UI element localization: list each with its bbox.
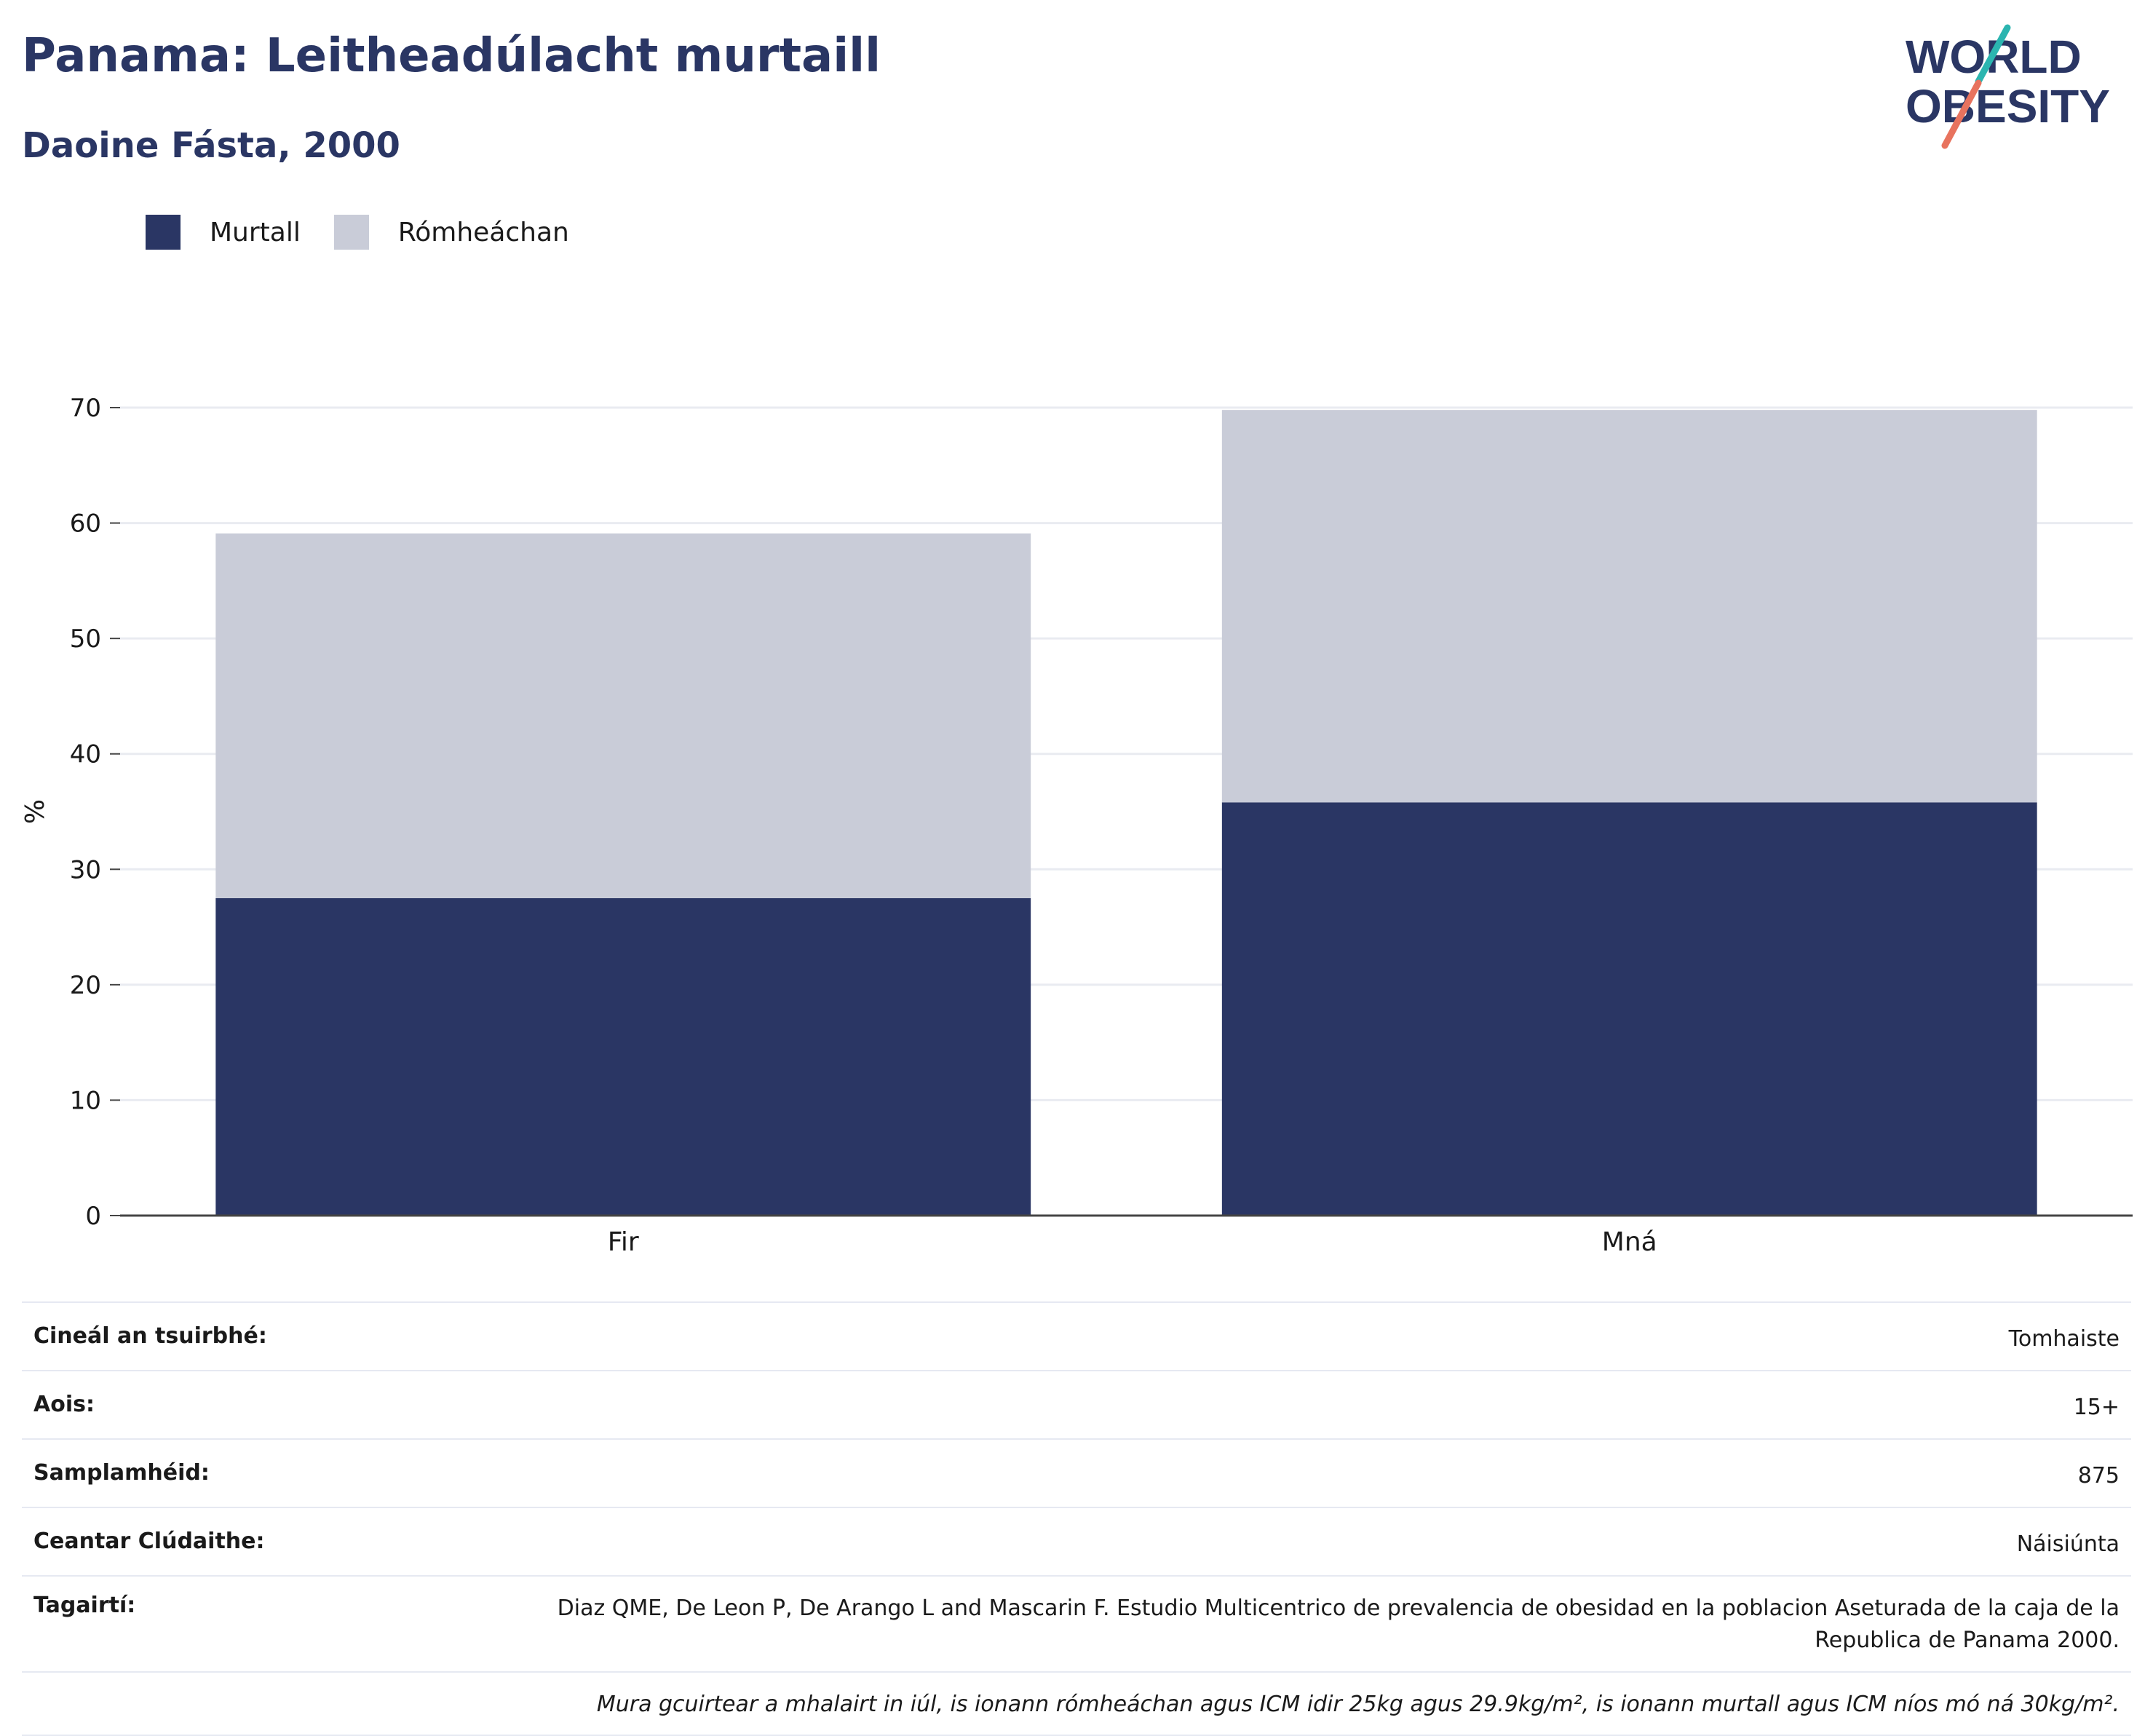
info-label: Aois: <box>33 1392 95 1417</box>
chart-legend: Murtall Rómheáchan <box>146 215 603 250</box>
y-tick-label: 20 <box>70 971 101 1000</box>
logo-slash-teal <box>1975 24 2011 85</box>
bar-romheachan-fir <box>215 533 1031 898</box>
stacked-bar-chart: 0 10 20 30 40 50 60 70% Fir Mná <box>20 394 2133 1257</box>
definition-note: Mura gcuirtear a mhalairt in iúl, is ion… <box>22 1671 2131 1736</box>
x-tick-label: Mná <box>1602 1227 1657 1257</box>
world-obesity-logo: WORLD OBESITY <box>1906 24 2110 149</box>
info-label: Cineál an tsuirbhé: <box>33 1323 267 1349</box>
legend-swatch-murtall <box>146 215 181 250</box>
info-label: Ceantar Clúdaithe: <box>33 1529 265 1554</box>
info-value: 15+ <box>2073 1395 2120 1420</box>
chart-subtitle: Daoine Fásta, 2000 <box>22 125 400 166</box>
logo-slash-coral <box>1941 79 1982 149</box>
info-label: Tagairtí: <box>33 1593 136 1618</box>
info-value: 875 <box>2077 1463 2120 1489</box>
info-row-age: Aois: 15+ <box>22 1370 2131 1438</box>
chart-title: Panama: Leitheadúlacht murtaill <box>22 29 881 83</box>
info-row-sample-size: Samplamhéid: 875 <box>22 1438 2131 1507</box>
legend-item-romheachan[interactable]: Rómheáchan <box>333 215 569 250</box>
y-tick-label: 0 <box>85 1202 101 1231</box>
legend-label-romheachan: Rómheáchan <box>397 217 569 247</box>
logo-text-obesity: OBESITY <box>1906 80 2110 132</box>
bar-murtall-fir <box>215 897 1031 1216</box>
info-value: Náisiúnta <box>2016 1531 2120 1557</box>
info-row-survey-type: Cineál an tsuirbhé: Tomhaiste <box>22 1301 2131 1370</box>
y-axis-label: % <box>20 799 50 824</box>
legend-item-murtall[interactable]: Murtall <box>146 215 301 250</box>
info-label: Samplamhéid: <box>33 1460 210 1486</box>
survey-info-table: Cineál an tsuirbhé: Tomhaiste Aois: 15+ … <box>22 1301 2131 1736</box>
x-tick-label: Fir <box>608 1227 639 1257</box>
bar-romheachan-mná <box>1221 410 2037 803</box>
bar-murtall-mná <box>1221 802 2037 1216</box>
legend-label-murtall: Murtall <box>210 217 301 247</box>
info-row-references: Tagairtí: Diaz QME, De Leon P, De Arango… <box>22 1575 2131 1671</box>
info-value: Tomhaiste <box>2008 1326 2120 1352</box>
info-row-area-covered: Ceantar Clúdaithe: Náisiúnta <box>22 1507 2131 1575</box>
y-tick-label: 70 <box>70 394 101 423</box>
y-tick-label: 10 <box>70 1086 101 1115</box>
y-tick-label: 50 <box>70 625 101 654</box>
legend-swatch-romheachan <box>333 215 369 250</box>
y-tick-label: 40 <box>70 740 101 769</box>
y-tick-label: 30 <box>70 855 101 884</box>
y-tick-label: 60 <box>70 510 101 539</box>
info-value-reference: Diaz QME, De Leon P, De Arango L and Mas… <box>557 1596 2120 1653</box>
